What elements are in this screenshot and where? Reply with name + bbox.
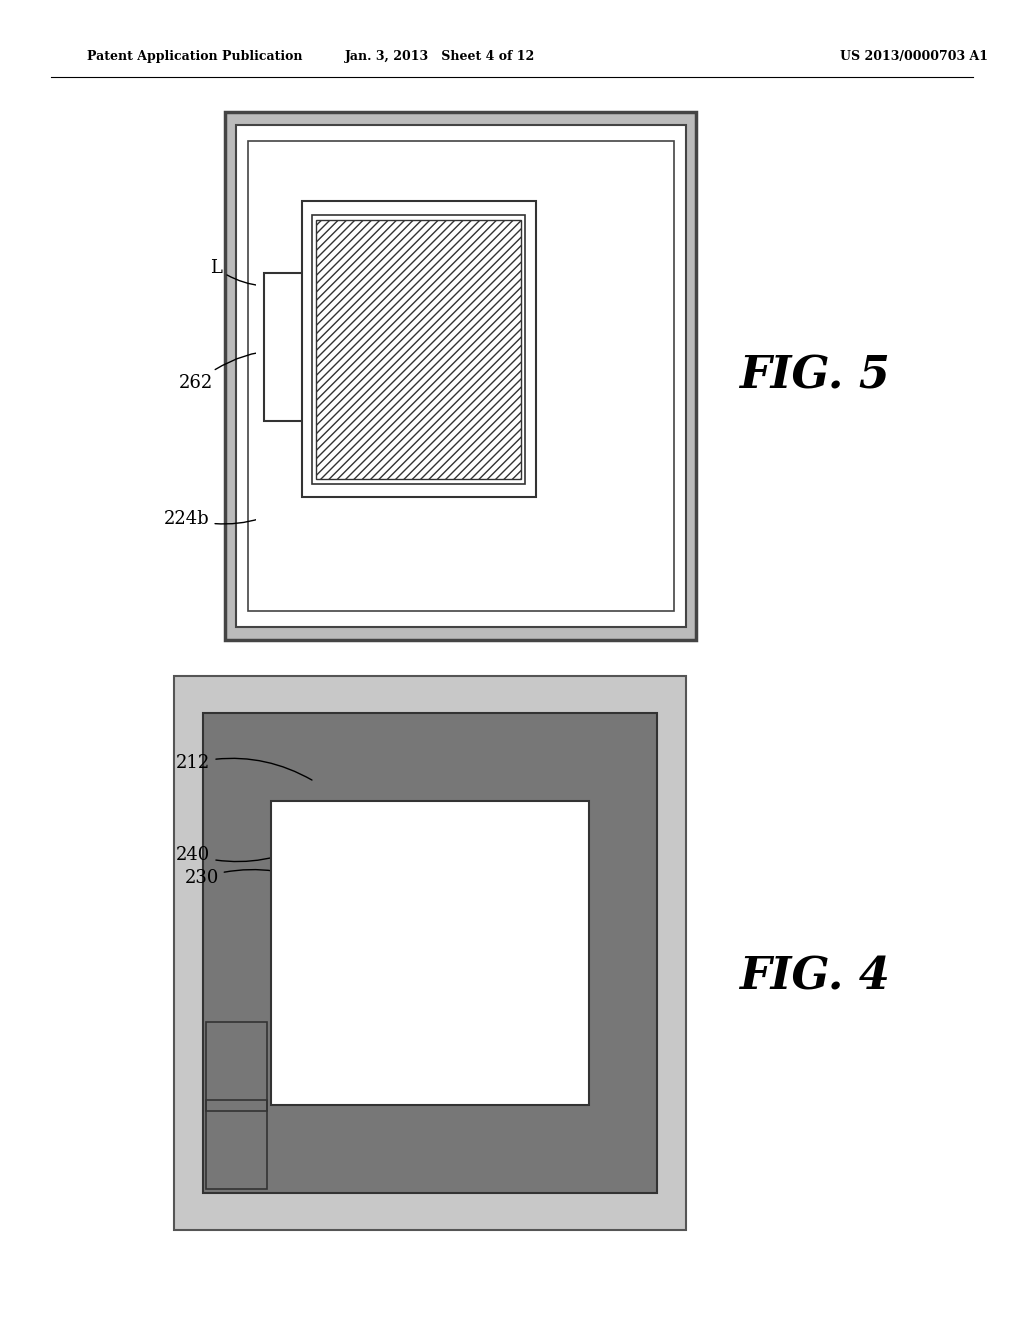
- Bar: [302, 202, 536, 498]
- Text: 262: 262: [179, 350, 337, 392]
- Text: FIG. 5: FIG. 5: [738, 355, 890, 397]
- Bar: [225, 112, 696, 640]
- Text: 212: 212: [176, 754, 312, 780]
- Text: 240: 240: [176, 843, 310, 865]
- Bar: [316, 220, 521, 479]
- Bar: [203, 713, 657, 1193]
- Bar: [271, 801, 589, 1105]
- Bar: [256, 152, 666, 601]
- Bar: [236, 125, 686, 627]
- Bar: [264, 273, 317, 421]
- Bar: [312, 215, 525, 484]
- Text: 230: 230: [184, 869, 324, 887]
- Text: 224b: 224b: [164, 496, 302, 528]
- Text: Patent Application Publication: Patent Application Publication: [87, 50, 302, 63]
- Text: Jan. 3, 2013   Sheet 4 of 12: Jan. 3, 2013 Sheet 4 of 12: [345, 50, 536, 63]
- Text: L: L: [210, 259, 297, 286]
- Bar: [206, 1100, 267, 1189]
- Bar: [206, 1022, 267, 1111]
- Bar: [206, 1100, 267, 1189]
- Bar: [203, 713, 657, 1193]
- Text: US 2013/0000703 A1: US 2013/0000703 A1: [840, 50, 988, 63]
- Text: FIG. 4: FIG. 4: [738, 956, 890, 998]
- Bar: [206, 1022, 267, 1111]
- Bar: [248, 141, 674, 611]
- Bar: [206, 1022, 267, 1111]
- Bar: [174, 676, 686, 1230]
- Bar: [206, 1100, 267, 1189]
